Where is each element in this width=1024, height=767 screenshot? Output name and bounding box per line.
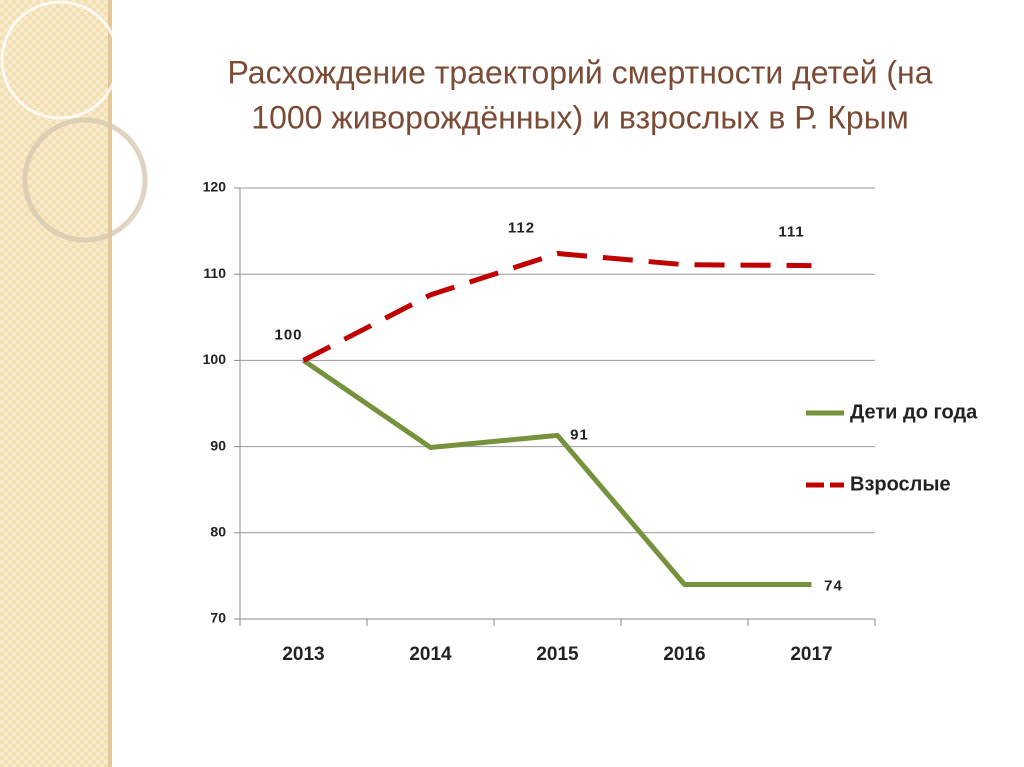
y-tick-label: 80 bbox=[210, 524, 226, 540]
data-label: 91 bbox=[570, 426, 589, 443]
plot: 70 80 90 100 110 120 2013 2014 2015 2016 2017 100 91… bbox=[203, 179, 979, 665]
chart-title: 1000 живорождённых) и взрослых в Р. Крым bbox=[251, 99, 908, 135]
y-tick-label: 100 bbox=[203, 351, 227, 367]
line-series bbox=[302, 358, 812, 588]
legend-label: Дети до года bbox=[850, 401, 978, 423]
data-label: 112 bbox=[508, 219, 535, 236]
x-tick-label: 2017 bbox=[790, 644, 832, 665]
x-tick-label: 2014 bbox=[409, 644, 452, 665]
side-border bbox=[108, 0, 112, 767]
x-tick-label: 2015 bbox=[536, 644, 579, 665]
y-tick-label: 90 bbox=[210, 437, 226, 453]
data-label: 74 bbox=[824, 577, 843, 594]
chart-title: Расхождение траекторий смертности детей … bbox=[227, 54, 932, 90]
y-tick-label: 110 bbox=[203, 265, 226, 281]
x-tick-label: 2016 bbox=[663, 644, 705, 665]
y-tick-label: 120 bbox=[203, 179, 227, 195]
line-series bbox=[302, 251, 812, 363]
decor-circle bbox=[0, 0, 120, 120]
data-label: 111 bbox=[778, 224, 804, 241]
legend-label: Взрослые bbox=[850, 473, 951, 495]
y-tick-label: 70 bbox=[210, 610, 226, 626]
x-tick-label: 2013 bbox=[282, 644, 324, 665]
data-label: 100 bbox=[274, 326, 302, 343]
decor-circle bbox=[22, 117, 148, 243]
side-strip bbox=[0, 0, 110, 767]
